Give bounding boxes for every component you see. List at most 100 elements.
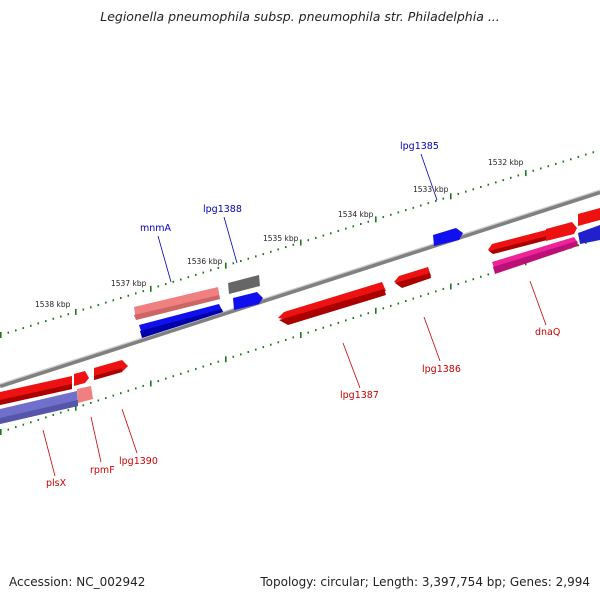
inner-row-minor-tick: [457, 283, 460, 286]
outer-row-minor-tick: [15, 329, 17, 332]
gene-label-lpg1387: lpg1387: [340, 390, 379, 401]
outer-row-minor-tick: [172, 280, 175, 283]
inner-row-minor-tick: [187, 370, 190, 373]
inner-row-minor-tick: [465, 280, 467, 283]
outer-row-minor-tick: [480, 186, 482, 188]
gene-arrow-lpg1385: [433, 228, 463, 246]
inner-row-minor-tick: [382, 307, 385, 310]
leader-lines: [42, 153, 547, 477]
outer-row-minor-tick: [180, 278, 182, 281]
outer-row-minor-tick: [337, 229, 340, 232]
outer-row-minor-tick: [37, 322, 40, 325]
gene-arrow-right-blue: [578, 225, 600, 244]
inner-row-minor-tick: [157, 380, 160, 383]
gene-label-plsX: plsX: [46, 478, 67, 489]
inner-row-minor-tick: [352, 317, 355, 319]
inner-row-minor-tick: [435, 290, 437, 293]
outer-row-minor-tick: [405, 209, 407, 212]
outer-row-minor-tick: [510, 176, 512, 179]
outer-row-minor-tick: [517, 174, 520, 177]
inner-row-minor-tick: [202, 365, 205, 368]
outer-row-minor-tick: [322, 234, 325, 237]
inner-row-minor-tick: [442, 287, 445, 290]
outer-row-minor-tick: [22, 327, 25, 330]
outer-row-minor-tick: [577, 155, 580, 158]
inner-row-minor-tick: [472, 278, 475, 281]
outer-row-minor-tick: [382, 216, 385, 219]
outer-row-major-tick: [450, 193, 452, 200]
gene-arrow-lpg1390-shade: [94, 368, 122, 380]
gene-label-lpg1385: lpg1385: [400, 141, 439, 152]
inner-row-minor-tick: [90, 401, 92, 404]
outer-row-minor-tick: [562, 160, 565, 163]
inner-row-minor-tick: [285, 338, 287, 341]
inner-row-minor-tick: [142, 384, 145, 387]
genome-summary-text: Topology: circular; Length: 3,397,754 bp…: [260, 575, 590, 589]
inner-row-minor-tick: [360, 314, 362, 317]
gene-labels: mnmA lpg1388 lpg1385 plsX rpmF lpg1390 l…: [46, 141, 560, 489]
kbp-label-1535: 1535 kbp: [263, 234, 299, 243]
outer-row-minor-tick: [240, 260, 242, 262]
inner-row-minor-tick: [30, 421, 32, 424]
map-title: Legionella pneumophila subsp. pneumophil…: [100, 9, 500, 24]
outer-row-minor-tick: [82, 308, 85, 311]
inner-row-minor-tick: [412, 297, 415, 300]
inner-row-minor-tick: [390, 304, 392, 307]
outer-row-minor-tick: [202, 271, 205, 274]
outer-row-minor-tick: [532, 169, 535, 172]
outer-row-minor-tick: [255, 255, 257, 258]
leader-line-plsX: [42, 429, 56, 477]
inner-row-minor-tick: [15, 426, 17, 429]
genome-backbone: [0, 189, 600, 389]
outer-row-minor-tick: [540, 167, 542, 170]
outer-row-minor-tick: [67, 313, 70, 316]
outer-row-minor-tick: [345, 227, 347, 230]
inner-row-minor-tick: [337, 321, 340, 324]
outer-row-minor-tick: [412, 206, 415, 209]
inner-row-minor-tick: [420, 295, 422, 298]
inner-row-minor-tick: [315, 329, 317, 332]
outer-row-minor-tick: [592, 151, 595, 154]
outer-row-minor-tick: [247, 257, 250, 260]
outer-row-minor-tick: [292, 243, 295, 246]
inner-row-major-tick: [75, 404, 77, 411]
gene-arrow-rpmF: [77, 386, 93, 403]
leader-line-mnmA: [157, 235, 172, 283]
inner-row-minor-tick: [427, 292, 430, 295]
inner-row-minor-tick: [37, 418, 40, 421]
outer-row-major-tick: [150, 285, 152, 292]
outer-row-minor-tick: [60, 315, 62, 318]
outer-row-minor-tick: [570, 158, 572, 161]
gene-arrow-magenta-shade: [493, 241, 578, 274]
inner-row-minor-tick: [210, 363, 212, 366]
inner-row-minor-tick: [67, 409, 70, 412]
inner-row-minor-tick: [487, 273, 490, 276]
inner-row-minor-tick: [127, 389, 130, 392]
outer-row-minor-tick: [367, 220, 370, 223]
outer-row-minor-tick: [120, 297, 122, 299]
inner-row-minor-tick: [60, 411, 62, 414]
inner-row-major-tick: [225, 356, 227, 363]
outer-row-minor-tick: [472, 188, 475, 191]
outer-row-major-tick: [525, 170, 527, 177]
inner-row-minor-tick: [397, 302, 400, 305]
forward-strand-genes: [0, 208, 600, 405]
accession-text: Accession: NC_002942: [9, 575, 146, 589]
inner-row-minor-tick: [22, 423, 25, 426]
kbp-label-1532: 1532 kbp: [488, 158, 524, 167]
outer-row-minor-tick: [390, 213, 392, 216]
gene-label-lpg1390: lpg1390: [119, 456, 158, 467]
inner-row-minor-tick: [52, 414, 55, 416]
outer-row-minor-tick: [487, 183, 490, 186]
inner-row-minor-tick: [120, 392, 122, 395]
inner-row-minor-tick: [7, 428, 10, 431]
kbp-label-1538: 1538 kbp: [35, 300, 71, 309]
gene-arrow-lpg1387-shade: [279, 289, 386, 325]
gene-arrow-plsX-shade: [0, 400, 78, 424]
outer-row-major-tick: [375, 216, 377, 223]
outer-row-minor-tick: [330, 232, 332, 235]
outer-row-minor-tick: [105, 301, 107, 304]
inner-row-minor-tick: [240, 353, 242, 356]
inner-row-minor-tick: [270, 343, 272, 346]
